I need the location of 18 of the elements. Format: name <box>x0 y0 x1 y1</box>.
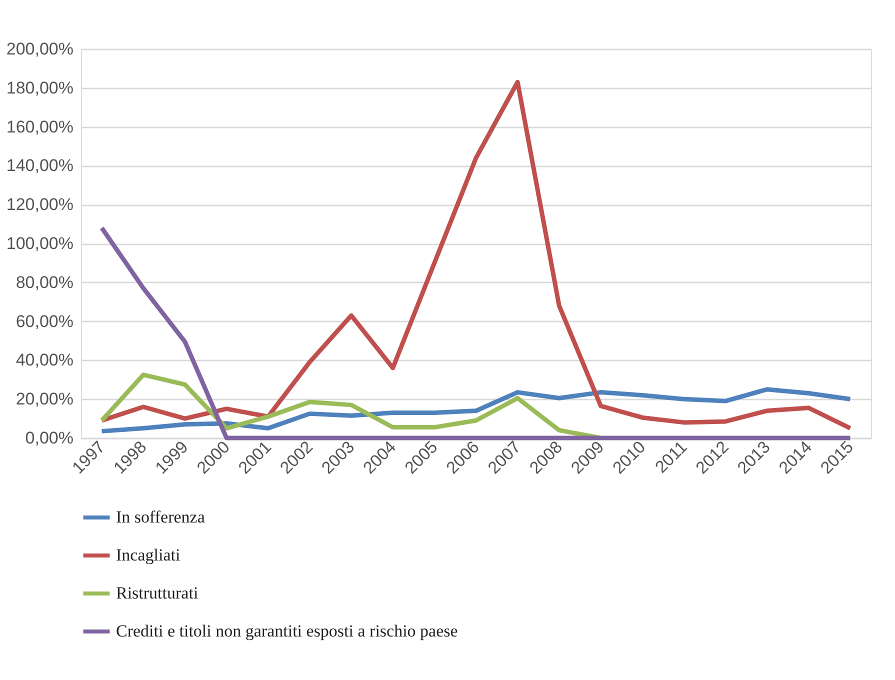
y-tick-label: 120,00% <box>6 195 74 214</box>
y-tick-label: 200,00% <box>6 40 74 58</box>
y-tick-label: 80,00% <box>16 272 74 292</box>
y-tick-label: 140,00% <box>6 156 74 176</box>
legend-label: In sofferenza <box>116 508 206 526</box>
legend-label: Ristrutturati <box>116 584 198 602</box>
y-tick-label: 180,00% <box>6 78 74 98</box>
legend-label: Crediti e titoli non garantiti esposti a rischio paese <box>116 622 458 640</box>
line-series <box>100 226 852 440</box>
y-tick-label: 60,00% <box>16 312 74 331</box>
line-series <box>100 80 852 431</box>
y-tick-label: 160,00% <box>6 117 74 136</box>
y-tick-label: 100,00% <box>6 234 74 253</box>
y-tick-label: 40,00% <box>16 350 74 370</box>
legend-label: Incagliati <box>116 546 180 564</box>
line-series <box>100 387 852 434</box>
y-tick-label: 20,00% <box>16 390 74 409</box>
y-tick-label: 0,00% <box>25 428 74 448</box>
